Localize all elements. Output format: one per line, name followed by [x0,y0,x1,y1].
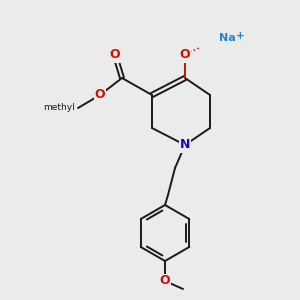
Text: O: O [160,274,170,287]
Text: O: O [180,49,190,62]
Text: methyl: methyl [43,103,75,112]
Text: O: O [95,88,105,101]
Text: N: N [180,139,190,152]
Text: Na: Na [219,33,236,43]
Text: +: + [236,31,245,41]
Text: O: O [110,49,120,62]
